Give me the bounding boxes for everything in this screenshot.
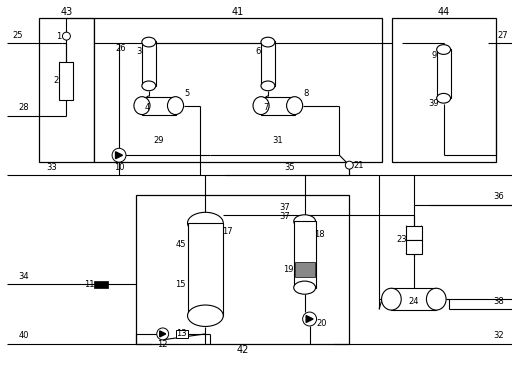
Ellipse shape — [293, 215, 316, 228]
Text: 20: 20 — [316, 319, 327, 328]
Text: 45: 45 — [175, 240, 186, 249]
Ellipse shape — [293, 281, 316, 294]
Text: 2: 2 — [54, 76, 59, 85]
Text: 42: 42 — [236, 345, 249, 355]
Text: 3: 3 — [136, 46, 141, 55]
Bar — [188, 223, 223, 316]
Text: 41: 41 — [232, 7, 244, 17]
Bar — [39, 18, 94, 162]
Bar — [142, 41, 156, 86]
Bar — [176, 330, 188, 338]
Text: 37: 37 — [280, 212, 290, 221]
Bar — [261, 96, 295, 114]
Text: 17: 17 — [222, 227, 232, 236]
Text: 36: 36 — [493, 193, 504, 202]
Text: 13: 13 — [176, 329, 187, 338]
Text: 38: 38 — [493, 297, 504, 306]
Text: 34: 34 — [19, 272, 29, 281]
Text: 24: 24 — [409, 297, 419, 306]
Circle shape — [303, 312, 317, 326]
Text: 37: 37 — [280, 203, 290, 212]
Text: 31: 31 — [272, 136, 283, 145]
Text: 39: 39 — [428, 99, 439, 108]
Text: 33: 33 — [46, 163, 57, 172]
Text: 8: 8 — [303, 89, 308, 98]
Ellipse shape — [261, 37, 275, 47]
Circle shape — [345, 161, 353, 169]
Bar — [437, 49, 451, 98]
Bar — [136, 195, 350, 344]
Ellipse shape — [381, 288, 401, 310]
Polygon shape — [306, 316, 313, 322]
Polygon shape — [160, 331, 166, 337]
Text: 44: 44 — [438, 7, 450, 17]
Ellipse shape — [261, 81, 275, 91]
Bar — [295, 263, 315, 277]
Ellipse shape — [437, 94, 451, 103]
Text: 19: 19 — [284, 265, 294, 274]
Circle shape — [157, 328, 169, 340]
Bar — [406, 226, 422, 240]
Polygon shape — [116, 152, 122, 159]
Text: 15: 15 — [175, 280, 186, 289]
Ellipse shape — [142, 37, 156, 47]
Text: 23: 23 — [397, 235, 407, 244]
Text: 18: 18 — [314, 230, 325, 239]
Text: 5: 5 — [184, 89, 189, 98]
Ellipse shape — [168, 96, 183, 114]
Ellipse shape — [188, 212, 223, 234]
Bar — [94, 18, 382, 162]
Ellipse shape — [427, 288, 446, 310]
Bar — [261, 41, 275, 86]
Bar — [392, 18, 496, 162]
Ellipse shape — [188, 305, 223, 327]
Bar — [391, 288, 436, 310]
Bar — [60, 62, 74, 99]
Text: 12: 12 — [157, 340, 168, 349]
Circle shape — [112, 148, 126, 162]
Text: 32: 32 — [493, 331, 504, 340]
Text: 40: 40 — [19, 331, 29, 340]
Text: 21: 21 — [353, 161, 363, 170]
Ellipse shape — [287, 96, 303, 114]
Text: 7: 7 — [263, 103, 269, 112]
Text: 9: 9 — [431, 52, 436, 61]
Text: 6: 6 — [255, 46, 261, 55]
Bar — [293, 221, 316, 288]
Text: 29: 29 — [154, 136, 164, 145]
Text: 4: 4 — [144, 103, 150, 112]
Text: 27: 27 — [498, 31, 508, 40]
Text: 11: 11 — [84, 280, 95, 289]
Circle shape — [63, 32, 70, 40]
Text: 43: 43 — [60, 7, 72, 17]
Text: 35: 35 — [284, 163, 295, 172]
Ellipse shape — [134, 96, 150, 114]
Text: 28: 28 — [19, 103, 29, 112]
Ellipse shape — [142, 81, 156, 91]
Ellipse shape — [253, 96, 269, 114]
Text: 1: 1 — [56, 32, 61, 41]
Text: 26: 26 — [116, 43, 126, 52]
Bar — [142, 96, 175, 114]
Ellipse shape — [437, 45, 451, 54]
Text: 25: 25 — [12, 31, 23, 40]
Bar — [94, 281, 108, 288]
Bar — [406, 240, 422, 254]
Text: 10: 10 — [114, 163, 124, 172]
